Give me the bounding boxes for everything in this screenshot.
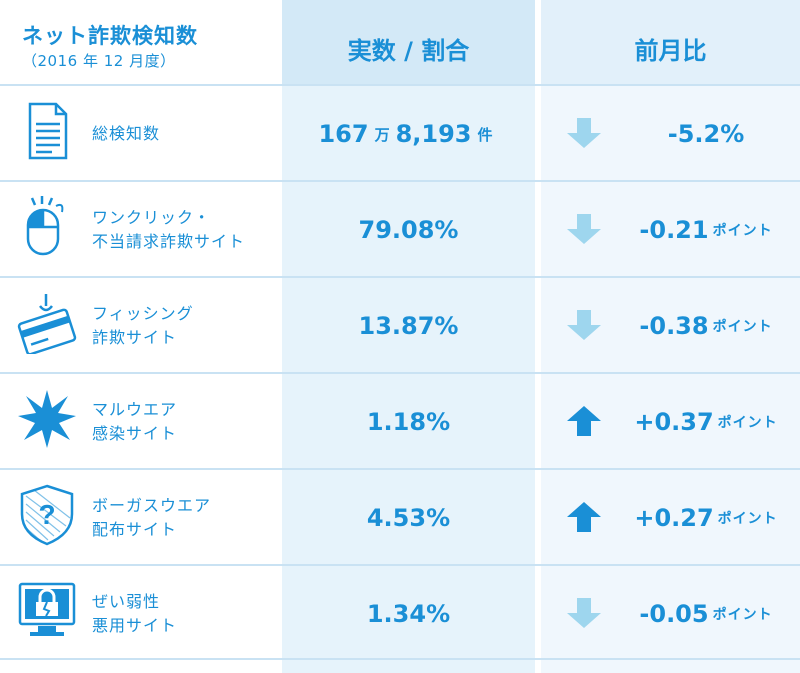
change-value: -0.21 xyxy=(639,216,709,244)
arrow-up-icon xyxy=(567,406,601,436)
row-label-line: マルウエア xyxy=(92,400,178,419)
arrow-up-icon xyxy=(567,502,601,532)
row-label-line: フィッシング xyxy=(92,304,194,323)
change-header-cell xyxy=(541,0,800,84)
row-change: -0.38 ポイント xyxy=(612,278,800,374)
value-number: 13.87% xyxy=(358,312,459,340)
row-change: -5.2% xyxy=(612,86,800,182)
row-label-line: ぜい弱性 xyxy=(92,592,161,611)
row-label-line: 配布サイト xyxy=(92,520,178,539)
row-divider xyxy=(0,658,800,660)
value-header-cell xyxy=(282,0,535,84)
svg-text:?: ? xyxy=(38,499,55,530)
change-value: -0.05 xyxy=(639,600,709,628)
row-label-line: ボーガスウエア xyxy=(92,496,212,515)
table-row: ワンクリック・不当請求詐欺サイト 79.08% -0.21 ポイント xyxy=(0,182,800,278)
row-divider xyxy=(0,564,800,566)
value-number: 1.34% xyxy=(366,600,451,628)
row-divider xyxy=(0,180,800,182)
malware-burst-icon xyxy=(16,388,78,450)
document-icon xyxy=(16,100,78,162)
value-number: 79.08% xyxy=(358,216,459,244)
row-label-line: 感染サイト xyxy=(92,424,178,443)
change-unit: ポイント xyxy=(717,511,778,527)
change-value: -5.2% xyxy=(667,120,745,148)
change-unit: ポイント xyxy=(712,223,773,239)
change-value: +0.27 xyxy=(634,504,714,532)
row-label: ボーガスウエア 配布サイト xyxy=(92,470,211,566)
row-value: 4.53% xyxy=(282,470,535,566)
table-row: 総検知数 167 万 8,193 件 -5.2% xyxy=(0,86,800,182)
row-label: ぜい弱性 悪用サイト xyxy=(92,566,177,662)
credit-card-hook-icon xyxy=(16,292,78,356)
row-value: 79.08% xyxy=(282,182,535,278)
arrow-down-icon xyxy=(567,598,601,628)
row-divider xyxy=(0,84,800,86)
mouse-click-icon xyxy=(16,196,78,258)
change-value: -0.38 xyxy=(639,312,709,340)
value-column-background xyxy=(282,0,535,673)
row-divider xyxy=(0,372,800,374)
arrow-down-icon xyxy=(567,118,601,148)
value-number: 8,193 xyxy=(395,120,472,148)
table-row: マルウエア感染サイト 1.18% +0.37 ポイント xyxy=(0,374,800,470)
value-unit: 万 xyxy=(374,125,390,144)
row-label-line: 総検知数 xyxy=(92,124,161,143)
change-unit: ポイント xyxy=(712,319,773,335)
table-title: ネット詐欺検知数 xyxy=(22,24,198,48)
arrow-down-icon xyxy=(567,310,601,340)
row-label: マルウエア感染サイト xyxy=(92,374,177,470)
row-label: ワンクリック・不当請求詐欺サイト xyxy=(92,182,245,278)
row-label: 総検知数 xyxy=(92,86,160,182)
row-value: 1.18% xyxy=(282,374,535,470)
arrow-down-icon xyxy=(567,214,601,244)
table-row: ? ボーガスウエア 配布サイト 4.53% +0.27 ポイント xyxy=(0,470,800,566)
row-label-line: 詐欺サイト xyxy=(92,328,178,347)
value-number: 167 xyxy=(318,120,369,148)
row-value: 13.87% xyxy=(282,278,535,374)
row-change: -0.21 ポイント xyxy=(612,182,800,278)
table-row: フィッシング 詐欺サイト 13.87% -0.38 ポイント xyxy=(0,278,800,374)
row-change: +0.27 ポイント xyxy=(612,470,800,566)
value-column-header: 実数 / 割合 xyxy=(347,36,470,65)
row-divider xyxy=(0,468,800,470)
row-label-line: 不当請求詐欺サイト xyxy=(92,232,246,251)
value-unit: 件 xyxy=(477,125,493,144)
row-value: 1.34% xyxy=(282,566,535,662)
row-change: -0.05 ポイント xyxy=(612,566,800,662)
row-change: +0.37 ポイント xyxy=(612,374,800,470)
table-subtitle: （2016 年 12 月度） xyxy=(22,52,176,70)
change-unit: ポイント xyxy=(717,415,778,431)
row-label-line: ワンクリック・ xyxy=(92,208,211,227)
value-number: 1.18% xyxy=(366,408,451,436)
row-divider xyxy=(0,276,800,278)
broken-lock-monitor-icon xyxy=(16,580,78,642)
change-column-header: 前月比 xyxy=(634,36,707,65)
table-row: ぜい弱性悪用サイト 1.34% -0.05 ポイント xyxy=(0,566,800,662)
change-value: +0.37 xyxy=(634,408,714,436)
value-number: 4.53% xyxy=(366,504,451,532)
change-unit: ポイント xyxy=(712,607,773,623)
row-label: フィッシング 詐欺サイト xyxy=(92,278,194,374)
shield-question-icon: ? xyxy=(16,484,78,546)
row-value: 167 万 8,193 件 xyxy=(282,86,535,182)
row-label-line: 悪用サイト xyxy=(92,616,178,635)
